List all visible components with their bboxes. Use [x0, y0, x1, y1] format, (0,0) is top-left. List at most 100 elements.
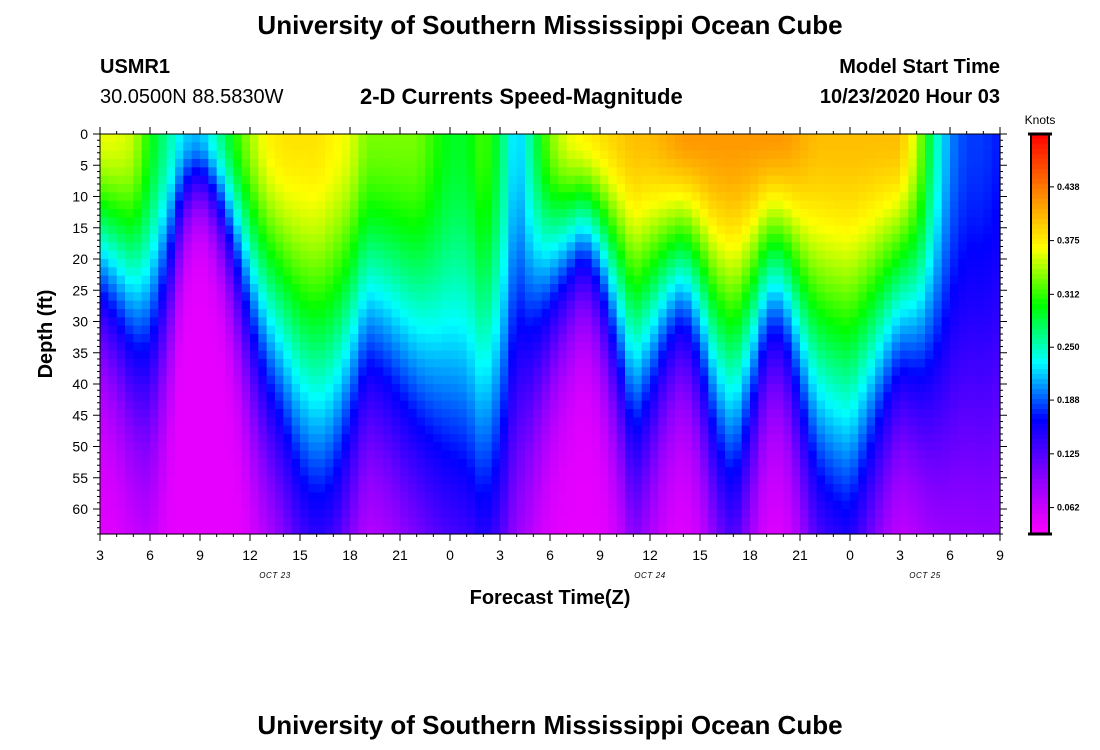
heatmap-cell — [141, 167, 151, 177]
heatmap-cell — [250, 250, 259, 260]
heatmap-cell — [800, 509, 809, 518]
heatmap-cell — [450, 475, 459, 485]
heatmap-cell — [941, 292, 951, 302]
heatmap-cell — [208, 517, 218, 527]
heatmap-cell — [416, 384, 426, 393]
heatmap-cell — [650, 267, 659, 277]
heatmap-cell — [108, 384, 118, 393]
heatmap-cell — [558, 242, 568, 252]
heatmap-cell — [158, 242, 168, 252]
heatmap-cell — [191, 442, 201, 452]
heatmap-cell — [641, 275, 651, 285]
heatmap-cell — [733, 467, 743, 477]
heatmap-cell — [183, 384, 193, 393]
heatmap-cell — [358, 367, 368, 377]
heatmap-cell — [841, 184, 851, 193]
heatmap-cell — [316, 167, 326, 177]
heatmap-cell — [525, 484, 534, 493]
heatmap-cell — [208, 484, 218, 493]
heatmap-cell — [183, 192, 193, 202]
heatmap-cell — [191, 350, 201, 360]
heatmap-cell — [741, 175, 751, 185]
heatmap-cell — [400, 209, 409, 218]
heatmap-cell — [508, 375, 518, 385]
heatmap-cell — [808, 292, 818, 302]
heatmap-cell — [483, 334, 493, 343]
heatmap-cell — [608, 175, 618, 185]
heatmap-cell — [391, 175, 401, 185]
heatmap-cell — [625, 142, 634, 152]
heatmap-cell — [500, 192, 509, 202]
heatmap-cell — [483, 425, 493, 435]
heatmap-cell — [625, 259, 634, 268]
heatmap-cell — [633, 150, 643, 160]
heatmap-cell — [116, 400, 126, 410]
heatmap-cell — [875, 284, 884, 293]
heatmap-cell — [891, 192, 901, 202]
heatmap-cell — [741, 392, 751, 402]
heatmap-cell — [666, 284, 676, 293]
heatmap-cell — [275, 475, 284, 485]
heatmap-cell — [583, 217, 593, 227]
heatmap-cell — [333, 384, 343, 393]
heatmap-cell — [433, 500, 443, 510]
heatmap-cell — [200, 500, 209, 510]
heatmap-cell — [475, 350, 484, 360]
heatmap-cell — [316, 417, 326, 427]
heatmap-cell — [858, 259, 868, 268]
heatmap-cell — [708, 509, 718, 518]
heatmap-cell — [783, 409, 793, 418]
heatmap-cell — [416, 359, 426, 368]
heatmap-cell — [341, 442, 351, 452]
heatmap-cell — [475, 134, 484, 143]
heatmap-cell — [616, 200, 626, 210]
heatmap-cell — [800, 334, 809, 343]
heatmap-cell — [808, 142, 818, 152]
heatmap-cell — [750, 500, 759, 510]
heatmap-cell — [300, 134, 309, 143]
heatmap-cell — [400, 334, 409, 343]
heatmap-cell — [458, 259, 468, 268]
heatmap-cell — [766, 250, 776, 260]
heatmap-cell — [250, 284, 259, 293]
heatmap-cell — [633, 234, 643, 243]
heatmap-cell — [908, 167, 918, 177]
heatmap-cell — [550, 167, 559, 177]
heatmap-cell — [325, 317, 334, 327]
heatmap-cell — [725, 150, 734, 160]
heatmap-cell — [575, 509, 584, 518]
heatmap-cell — [733, 384, 743, 393]
heatmap-cell — [216, 200, 226, 210]
heatmap-cell — [600, 359, 609, 368]
heatmap-cell — [583, 317, 593, 327]
heatmap-cell — [941, 342, 951, 352]
heatmap-cell — [308, 267, 318, 277]
heatmap-cell — [525, 492, 534, 502]
heatmap-cell — [508, 275, 518, 285]
heatmap-cell — [258, 250, 268, 260]
heatmap-cell — [558, 200, 568, 210]
heatmap-cell — [200, 200, 209, 210]
heatmap-cell — [266, 192, 276, 202]
heatmap-cell — [933, 184, 943, 193]
heatmap-cell — [616, 167, 626, 177]
heatmap-cell — [733, 250, 743, 260]
heatmap-cell — [575, 475, 584, 485]
heatmap-cell — [575, 159, 584, 168]
heatmap-cell — [383, 300, 393, 310]
heatmap-cell — [100, 500, 109, 510]
heatmap-cell — [950, 392, 959, 402]
heatmap-cell — [833, 442, 843, 452]
heatmap-cell — [591, 275, 601, 285]
heatmap-cell — [325, 409, 334, 418]
heatmap-cell — [766, 392, 776, 402]
heatmap-cell — [866, 250, 876, 260]
heatmap-cell — [191, 309, 201, 318]
heatmap-cell — [541, 250, 551, 260]
heatmap-cell — [191, 142, 201, 152]
heatmap-cell — [616, 242, 626, 252]
heatmap-cell — [475, 367, 484, 377]
heatmap-cell — [433, 350, 443, 360]
heatmap-cell — [508, 167, 518, 177]
heatmap-cell — [600, 217, 609, 227]
